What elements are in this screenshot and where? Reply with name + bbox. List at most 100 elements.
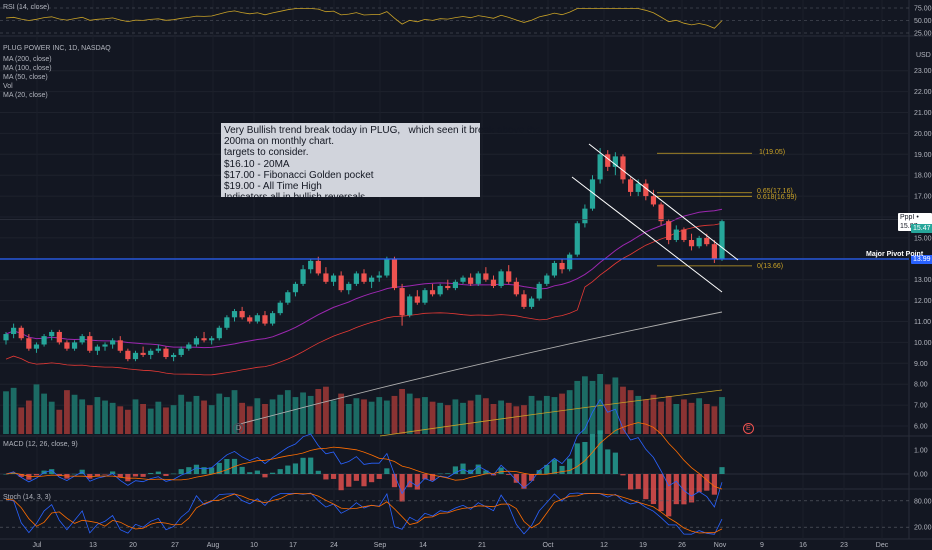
volume-bar	[551, 397, 558, 434]
event-marker[interactable]: E	[743, 423, 754, 434]
volume-bar	[696, 398, 703, 434]
macd-title: MACD (12, 26, close, 9)	[3, 441, 78, 448]
candle-body	[719, 221, 725, 259]
price-tick-label: 17.00	[914, 194, 932, 201]
volume-bar	[703, 404, 710, 434]
macd-histogram-bar	[468, 469, 474, 474]
volume-bar	[543, 395, 550, 434]
volume-bar	[109, 402, 116, 434]
macd-histogram-bar	[559, 465, 565, 474]
legend-vol[interactable]: Vol	[3, 83, 13, 90]
candle-body	[41, 336, 47, 345]
macd-histogram-bar	[650, 474, 657, 505]
candle-body	[209, 338, 215, 341]
candle-body	[117, 340, 123, 351]
legend-ma100[interactable]: MA (100, close)	[3, 65, 52, 72]
macd-histogram-bar	[163, 474, 169, 476]
volume-bar	[353, 398, 360, 434]
rsi-tick-label: 50.00	[914, 18, 932, 25]
stoch-k-line	[5, 492, 723, 535]
macd-histogram-bar	[193, 464, 200, 474]
candle-body	[688, 239, 695, 247]
macd-histogram-bar	[308, 457, 314, 474]
date-tick-label: 21	[478, 542, 486, 549]
candle-body	[94, 346, 101, 351]
macd-histogram-bar	[620, 474, 626, 476]
candle-body	[521, 294, 527, 307]
macd-histogram-bar	[170, 473, 177, 475]
candle-body	[155, 348, 161, 351]
trade-note[interactable]: Very Bullish trend break today in PLUG, …	[221, 123, 541, 203]
volume-bar	[3, 391, 9, 434]
candle-body	[620, 156, 626, 180]
date-tick-label: 19	[639, 542, 647, 549]
macd-histogram-bar	[696, 474, 702, 493]
candle-body	[231, 311, 238, 318]
macd-histogram-bar	[277, 469, 283, 474]
candle-body	[536, 283, 542, 299]
volume-bar	[658, 401, 664, 434]
volume-bar	[208, 405, 215, 434]
volume-bar	[650, 394, 657, 434]
volume-bar	[300, 392, 306, 434]
price-tick-label: 9.00	[914, 361, 928, 368]
volume-bar	[170, 405, 177, 434]
fib-top-label: 1(19.05)	[759, 149, 786, 156]
ma100-line	[239, 311, 723, 425]
macd-histogram-bar	[704, 474, 710, 491]
date-tick-label: 12	[600, 542, 608, 549]
volume-bar	[635, 395, 642, 434]
event-marker[interactable]: D	[233, 423, 245, 434]
volume-bar	[688, 402, 695, 434]
candle-body	[33, 344, 40, 349]
legend-ma20[interactable]: MA (20, close)	[3, 92, 48, 99]
candle-body	[551, 262, 558, 276]
volume-bar	[475, 394, 482, 434]
volume-bar	[124, 409, 131, 434]
volume-bar	[711, 406, 718, 434]
candle-body	[597, 154, 603, 180]
macd-histogram-bar	[140, 474, 146, 477]
date-tick-label: Jul	[33, 542, 42, 549]
date-tick-label: 20	[129, 542, 137, 549]
volume-bar	[612, 377, 619, 434]
rsi-line	[5, 8, 723, 29]
note-line: $17.00 - Fibonacci Golden pocket	[224, 169, 374, 181]
trend-channel-line	[588, 143, 739, 261]
volume-bar	[566, 390, 573, 434]
fib-618-label: 0.618(16.99)	[757, 194, 797, 201]
candle-body	[18, 327, 24, 339]
candle-body	[353, 273, 359, 284]
macd-histogram-bar	[102, 474, 108, 475]
candle-body	[544, 275, 550, 284]
candle-body	[513, 281, 519, 295]
volume-bar	[513, 406, 520, 434]
volume-bar	[399, 389, 405, 434]
macd-histogram-bar	[567, 458, 573, 474]
macd-histogram-bar	[475, 464, 481, 474]
legend-ma50[interactable]: MA (50, close)	[3, 74, 48, 81]
volume-bar	[147, 408, 154, 434]
candle-body	[369, 277, 375, 282]
volume-bar	[406, 393, 413, 434]
volume-bar	[452, 399, 459, 434]
macd-histogram-bar	[429, 474, 436, 481]
volume-bar	[581, 376, 588, 434]
macd-histogram-bar	[346, 474, 352, 487]
macd-histogram-bar	[506, 474, 512, 475]
volume-bar	[361, 399, 367, 434]
candle-body	[361, 273, 367, 282]
legend-ma200[interactable]: MA (200, close)	[3, 56, 52, 63]
volume-bar	[71, 394, 78, 434]
candle-body	[460, 277, 466, 282]
candle-body	[376, 275, 382, 278]
volume-bar	[498, 400, 505, 434]
volume-bar	[79, 399, 86, 434]
volume-bar	[18, 407, 25, 434]
volume-bar	[269, 399, 276, 434]
volume-bar	[132, 399, 139, 434]
candle-body	[627, 179, 634, 192]
volume-bar	[642, 399, 649, 434]
volume-bar	[627, 390, 634, 434]
